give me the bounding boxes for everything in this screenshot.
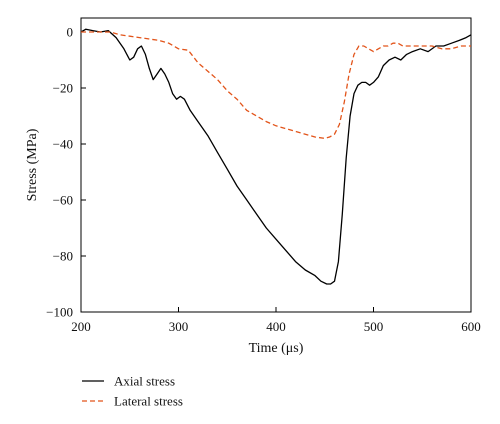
x-axis-title: Time (μs) [249,341,304,356]
plot-frame [80,17,472,313]
y-tick-label: −60 [53,193,73,208]
x-tick-label: 200 [71,319,91,334]
series-line-lateral-stress [81,31,471,140]
y-axis-title: Stress (MPa) [25,128,40,201]
y-tick-label: 0 [67,25,74,40]
series-line-axial-stress [80,28,472,285]
legend-label-axial-stress: Axial stress [114,374,175,389]
y-tick-label: −100 [46,305,73,320]
legend: Axial stress Lateral stress [82,374,183,409]
x-tick-label: 600 [461,319,481,334]
x-tick-label: 300 [169,319,189,334]
series-layer [80,28,472,285]
x-tick-label: 400 [266,319,286,334]
y-axis: 0 −20 −40 −60 −80 −100 [46,25,86,320]
y-tick-label: −80 [53,249,73,264]
y-tick-label: −40 [53,137,73,152]
x-axis: 200 300 400 500 600 [71,307,481,334]
y-tick-label: −20 [53,81,73,96]
legend-label-lateral-stress: Lateral stress [114,394,183,409]
x-tick-label: 500 [364,319,384,334]
